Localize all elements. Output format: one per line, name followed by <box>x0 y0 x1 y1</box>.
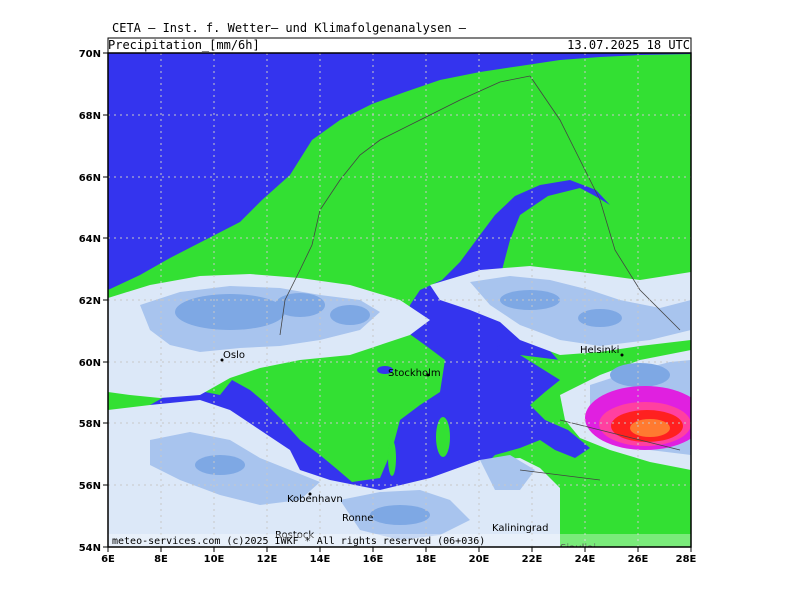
city-rostock: Rostock <box>275 530 314 541</box>
lon-label: 16E <box>363 554 384 565</box>
lat-label: 62N <box>79 296 101 307</box>
lat-label: 68N <box>79 111 101 122</box>
land-oland <box>388 440 396 476</box>
lon-label: 6E <box>101 554 115 565</box>
city-kobenhavn: Kobenhavn <box>287 494 343 505</box>
city-marker <box>308 492 312 496</box>
lon-label: 20E <box>469 554 490 565</box>
city-ronne: Ronne <box>342 513 373 524</box>
lon-axis: 6E 8E 10E 12E 14E 16E 18E 20E 22E 24E 26… <box>101 547 697 565</box>
lake <box>497 345 509 351</box>
lon-label: 22E <box>522 554 543 565</box>
city-labels: Oslo Stockholm Helsinki Kobenhavn Ronne … <box>220 345 624 554</box>
lon-label: 10E <box>204 554 225 565</box>
lat-label: 56N <box>79 481 101 492</box>
lon-label: 24E <box>575 554 596 565</box>
lake <box>377 366 393 374</box>
city-kaliningrad: Kaliningrad <box>492 523 548 534</box>
chart-title: CETA — Inst. f. Wetter— und Klimafolgena… <box>112 21 467 35</box>
lat-axis: 70N 68N 66N 64N 62N 60N 58N 56N 54N <box>79 49 108 554</box>
city-oslo: Oslo <box>223 350 245 361</box>
grid <box>108 53 691 547</box>
lat-label: 64N <box>79 234 101 245</box>
lat-label: 66N <box>79 173 101 184</box>
city-marker <box>220 358 224 362</box>
lat-label: 70N <box>79 49 101 60</box>
land-scandinavia <box>108 54 691 482</box>
precip-intense-cell <box>585 386 691 450</box>
lat-label: 60N <box>79 358 101 369</box>
land-gotland <box>436 417 450 457</box>
city-siauliai: Siauliai <box>560 543 596 554</box>
lat-label: 58N <box>79 419 101 430</box>
header-frame <box>107 37 692 54</box>
lat-label: 54N <box>79 543 101 554</box>
city-stockholm: Stockholm <box>388 368 441 379</box>
variable-label: Precipitation_[mm/6h] <box>108 38 260 52</box>
valid-time-label: 13.07.2025 18 UTC <box>567 38 690 52</box>
city-marker <box>426 373 430 377</box>
lon-label: 8E <box>154 554 168 565</box>
lon-label: 12E <box>257 554 278 565</box>
city-marker <box>620 353 624 357</box>
map-area: Oslo Stockholm Helsinki Kobenhavn Ronne … <box>108 53 691 554</box>
lon-label: 14E <box>310 554 331 565</box>
country-borders <box>279 75 681 481</box>
footer-band <box>108 534 691 547</box>
lon-label: 26E <box>628 554 649 565</box>
copyright-text: meteo-services.com (c)2025 IWKF * All ri… <box>112 536 485 547</box>
city-helsinki: Helsinki <box>580 345 619 356</box>
lon-label: 28E <box>676 554 697 565</box>
lon-label: 18E <box>416 554 437 565</box>
